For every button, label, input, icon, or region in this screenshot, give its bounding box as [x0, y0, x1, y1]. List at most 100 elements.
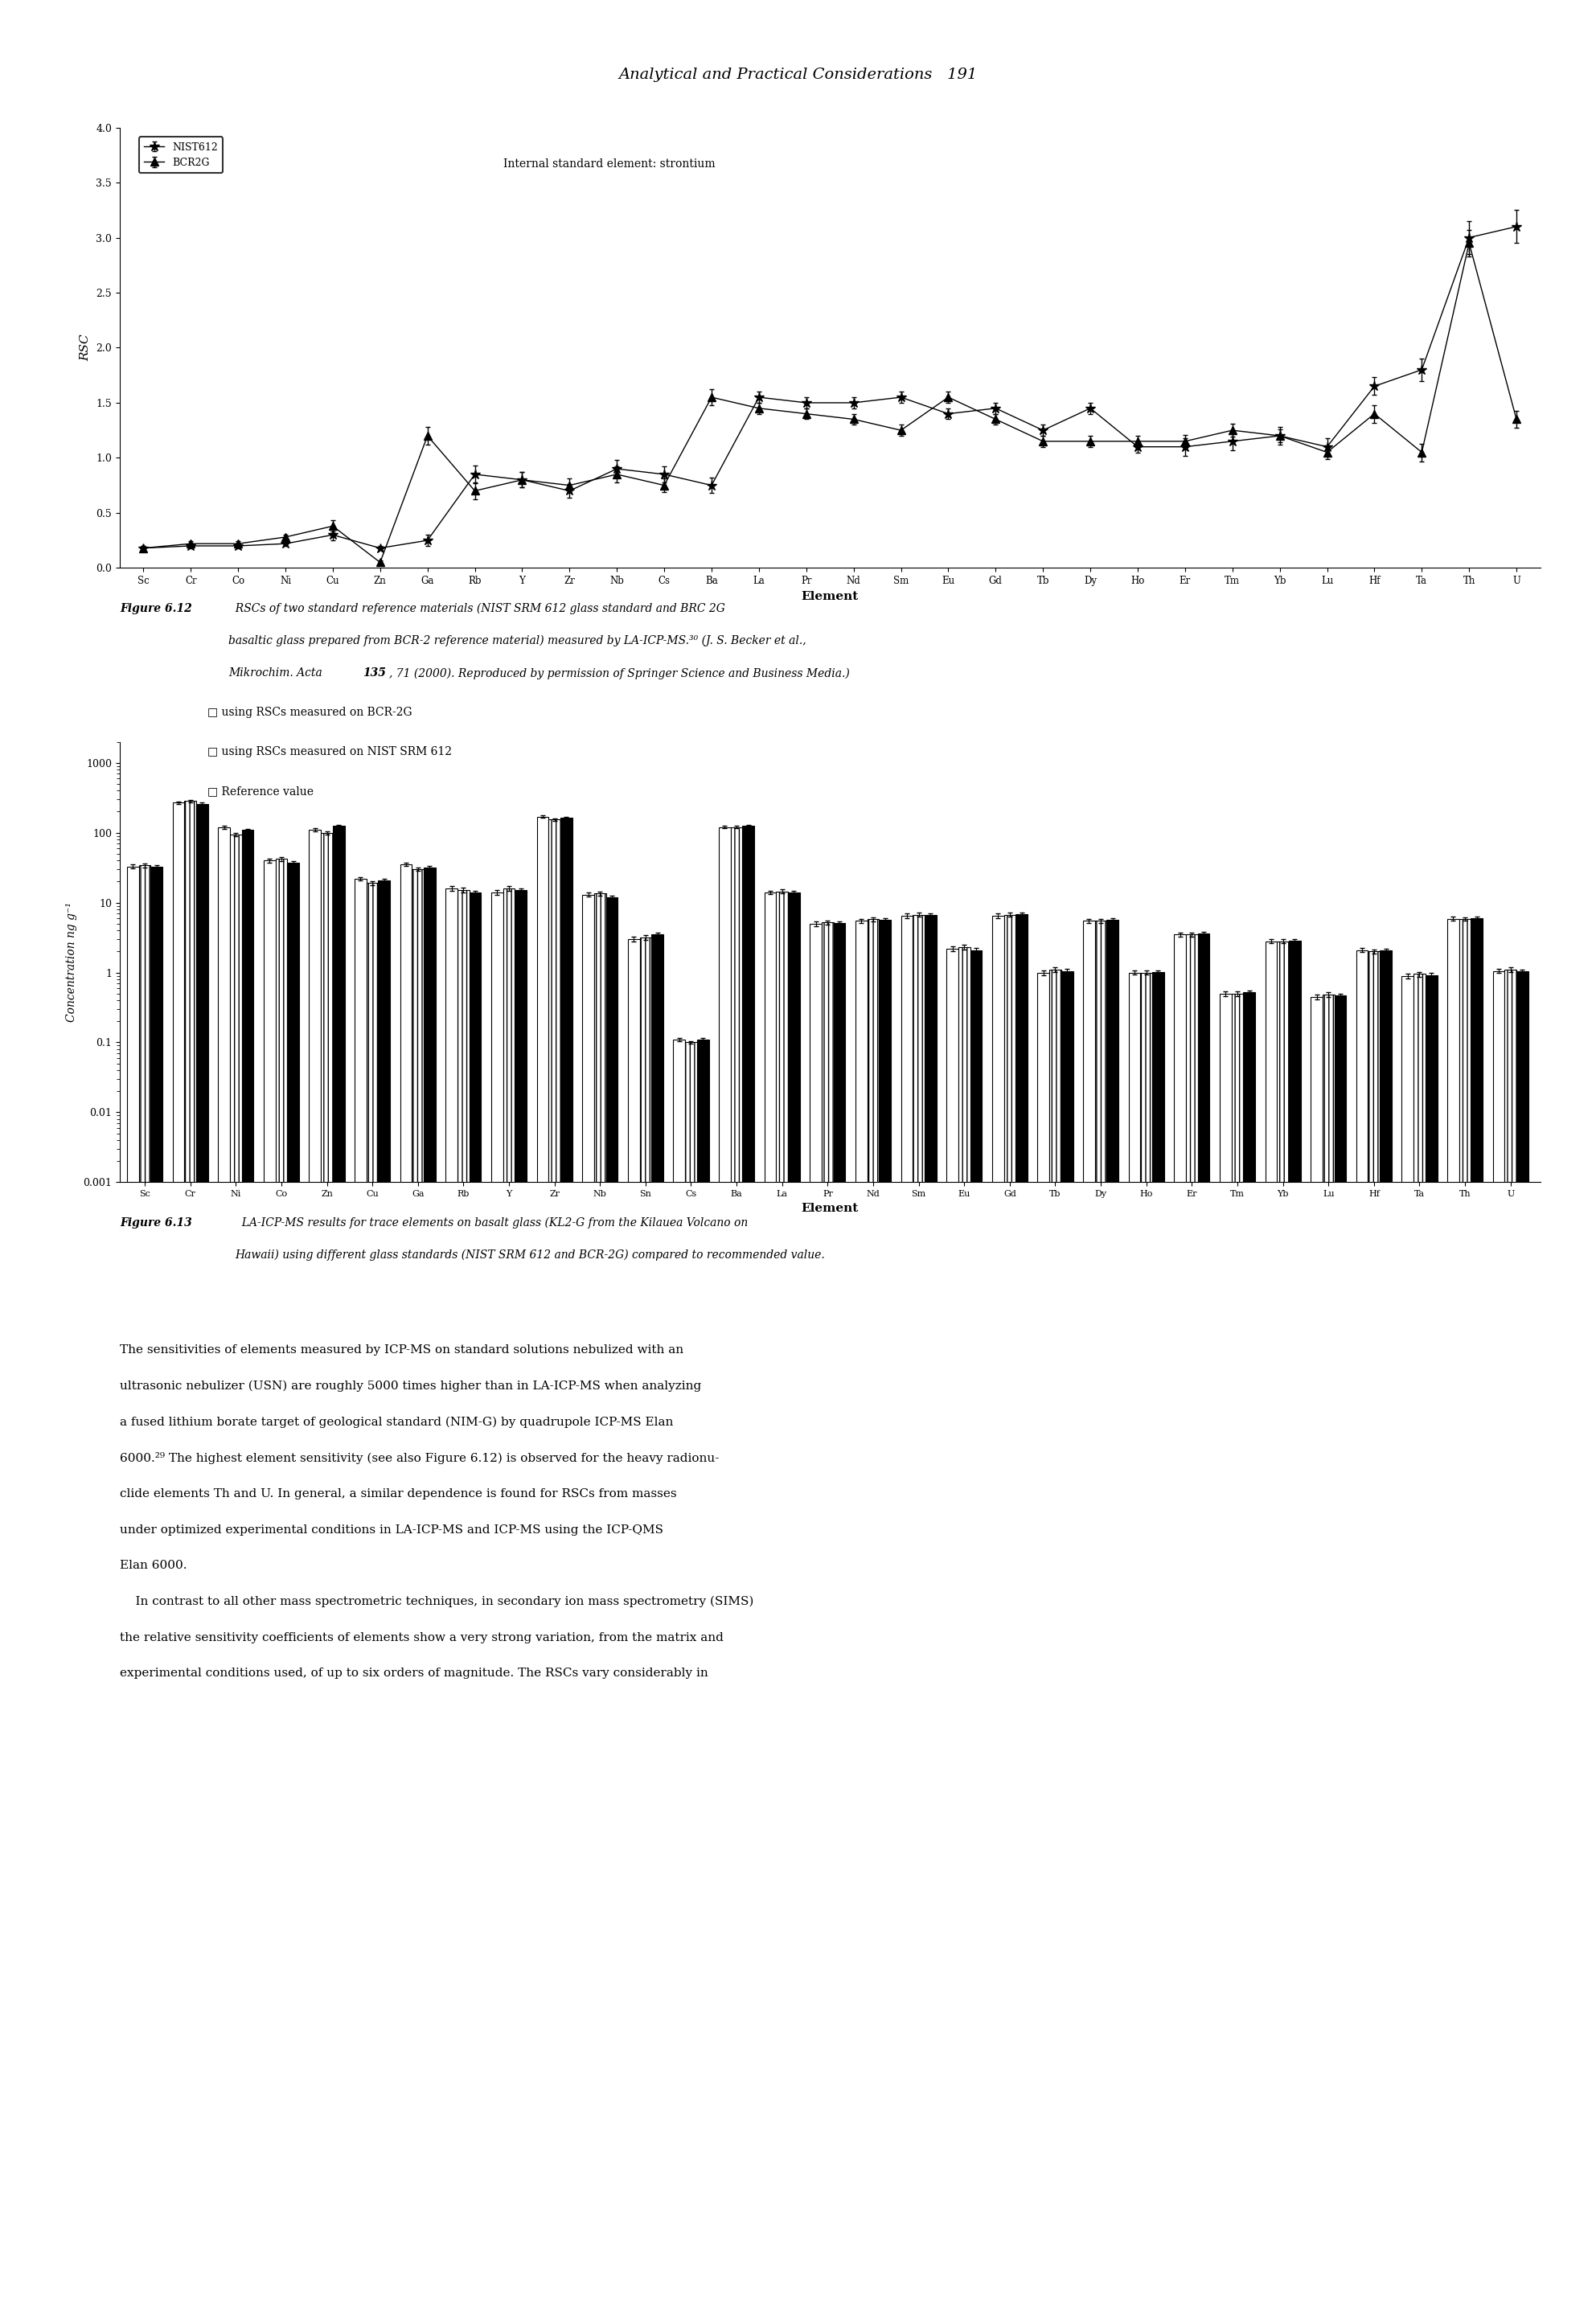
Bar — [822, 923, 833, 2318]
Text: the relative sensitivity coefficients of elements show a very strong variation, : the relative sensitivity coefficients of… — [120, 1632, 723, 1643]
Bar — [150, 867, 163, 2318]
Bar — [445, 888, 458, 2318]
Bar — [287, 862, 298, 2318]
Text: □ using RSCs measured on BCR-2G: □ using RSCs measured on BCR-2G — [207, 707, 412, 719]
Bar — [1505, 969, 1516, 2318]
Bar — [1357, 950, 1368, 2318]
Text: Mikrochim. Acta: Mikrochim. Acta — [228, 668, 326, 679]
Bar — [425, 867, 436, 2318]
Bar — [1492, 971, 1505, 2318]
Bar — [1219, 994, 1232, 2318]
Bar — [867, 920, 879, 2318]
Text: basaltic glass prepared from BCR-2 reference material) measured by LA-ICP-MS.³⁰ : basaltic glass prepared from BCR-2 refer… — [228, 635, 806, 647]
Text: , 71 (2000). Reproduced by permission of Springer Science and Business Media.): , 71 (2000). Reproduced by permission of… — [389, 668, 851, 679]
Text: Figure 6.12: Figure 6.12 — [120, 603, 192, 614]
Bar — [401, 865, 412, 2318]
Bar — [1106, 920, 1119, 2318]
Bar — [674, 1038, 685, 2318]
Text: □ Reference value: □ Reference value — [207, 786, 313, 797]
Bar — [697, 1038, 709, 2318]
Bar — [1368, 950, 1381, 2318]
Text: Analytical and Practical Considerations   191: Analytical and Practical Considerations … — [619, 67, 977, 81]
Bar — [536, 816, 549, 2318]
Text: a fused lithium borate target of geological standard (NIM-G) by quadrupole ICP-M: a fused lithium borate target of geologi… — [120, 1416, 674, 1428]
Bar — [367, 883, 378, 2318]
Bar — [913, 916, 924, 2318]
Bar — [139, 865, 150, 2318]
Bar — [1277, 941, 1290, 2318]
Bar — [1061, 971, 1073, 2318]
Bar — [1186, 934, 1197, 2318]
Bar — [1243, 992, 1254, 2318]
Bar — [1472, 918, 1483, 2318]
Bar — [1334, 994, 1345, 2318]
Bar — [276, 860, 287, 2318]
Y-axis label: Concentration ng g⁻¹: Concentration ng g⁻¹ — [65, 902, 78, 1022]
Bar — [334, 825, 345, 2318]
Bar — [172, 802, 185, 2318]
Bar — [776, 892, 788, 2318]
Bar — [902, 916, 913, 2318]
Bar — [263, 860, 276, 2318]
Text: experimental conditions used, of up to six orders of magnitude. The RSCs vary co: experimental conditions used, of up to s… — [120, 1669, 709, 1678]
Bar — [583, 895, 594, 2318]
Bar — [651, 934, 664, 2318]
Bar — [1448, 918, 1459, 2318]
Bar — [492, 892, 503, 2318]
Text: clide elements Th and U. In general, a similar dependence is found for RSCs from: clide elements Th and U. In general, a s… — [120, 1488, 677, 1500]
Bar — [1015, 913, 1028, 2318]
Bar — [946, 948, 958, 2318]
Bar — [219, 828, 230, 2318]
Bar — [549, 818, 560, 2318]
Text: 6000.²⁹ The highest element sensitivity (see also Figure 6.12) is observed for t: 6000.²⁹ The highest element sensitivity … — [120, 1451, 720, 1465]
Bar — [594, 892, 606, 2318]
Bar — [516, 890, 527, 2318]
Bar — [1232, 994, 1243, 2318]
Bar — [128, 867, 139, 2318]
Bar — [1141, 974, 1152, 2318]
Bar — [924, 916, 937, 2318]
Bar — [731, 828, 742, 2318]
Bar — [1381, 950, 1392, 2318]
Text: □ using RSCs measured on NIST SRM 612: □ using RSCs measured on NIST SRM 612 — [207, 746, 452, 758]
Text: Elan 6000.: Elan 6000. — [120, 1560, 187, 1572]
Text: The sensitivities of elements measured by ICP-MS on standard solutions nebulized: The sensitivities of elements measured b… — [120, 1344, 683, 1356]
Bar — [354, 879, 367, 2318]
Bar — [1037, 974, 1049, 2318]
X-axis label: Element: Element — [801, 1203, 859, 1215]
Bar — [855, 920, 867, 2318]
Bar — [640, 936, 651, 2318]
Bar — [1084, 920, 1095, 2318]
Bar — [1323, 994, 1334, 2318]
Bar — [1516, 971, 1529, 2318]
Text: LA-ICP-MS results for trace elements on basalt glass (KL2-G from the Kilauea Vol: LA-ICP-MS results for trace elements on … — [235, 1217, 749, 1229]
X-axis label: Element: Element — [801, 591, 859, 603]
Text: 135: 135 — [362, 668, 386, 679]
Bar — [1459, 920, 1472, 2318]
Text: Internal standard element: strontium: Internal standard element: strontium — [503, 158, 715, 169]
Bar — [1266, 941, 1277, 2318]
Bar — [458, 890, 469, 2318]
Bar — [1004, 916, 1015, 2318]
Bar — [1152, 971, 1163, 2318]
Bar — [185, 802, 196, 2318]
Bar — [1310, 997, 1323, 2318]
Bar — [993, 916, 1004, 2318]
Bar — [970, 950, 982, 2318]
Bar — [503, 888, 516, 2318]
Bar — [809, 923, 822, 2318]
Bar — [685, 1043, 697, 2318]
Bar — [1414, 974, 1425, 2318]
Bar — [1197, 934, 1210, 2318]
Text: Hawaii) using different glass standards (NIST SRM 612 and BCR-2G) compared to re: Hawaii) using different glass standards … — [235, 1249, 825, 1261]
Bar — [788, 892, 800, 2318]
Bar — [1290, 941, 1301, 2318]
Bar — [764, 892, 776, 2318]
Bar — [1401, 976, 1414, 2318]
Bar — [1095, 920, 1106, 2318]
Bar — [606, 897, 618, 2318]
Bar — [196, 804, 207, 2318]
Text: In contrast to all other mass spectrometric techniques, in secondary ion mass sp: In contrast to all other mass spectromet… — [120, 1597, 753, 1606]
Bar — [412, 869, 425, 2318]
Bar — [879, 920, 891, 2318]
